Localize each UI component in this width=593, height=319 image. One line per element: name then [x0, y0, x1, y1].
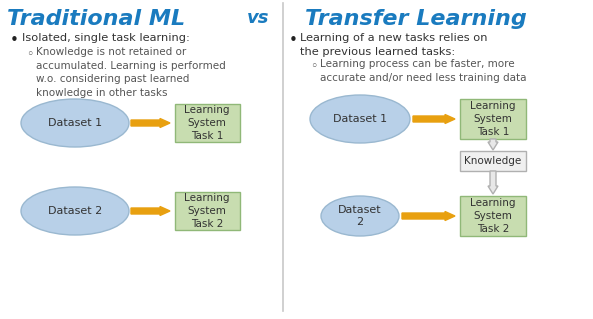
Text: Learning process can be faster, more
accurate and/or need less training data: Learning process can be faster, more acc… — [320, 59, 527, 83]
Text: Dataset 1: Dataset 1 — [333, 114, 387, 124]
Text: Traditional ML: Traditional ML — [7, 9, 185, 29]
Text: Learning
System
Task 2: Learning System Task 2 — [470, 198, 516, 234]
Text: Dataset 2: Dataset 2 — [48, 206, 102, 216]
FancyBboxPatch shape — [174, 104, 240, 142]
Ellipse shape — [310, 95, 410, 143]
FancyArrow shape — [488, 171, 498, 194]
Text: •: • — [289, 33, 298, 48]
FancyBboxPatch shape — [460, 99, 526, 139]
Text: Learning
System
Task 1: Learning System Task 1 — [470, 101, 516, 137]
FancyArrow shape — [402, 211, 455, 220]
FancyArrow shape — [413, 115, 455, 123]
Text: Transfer Learning: Transfer Learning — [305, 9, 527, 29]
Text: Learning of a new tasks relies on
the previous learned tasks:: Learning of a new tasks relies on the pr… — [300, 33, 487, 56]
FancyArrow shape — [131, 118, 170, 128]
FancyArrow shape — [131, 206, 170, 216]
Text: Learning
System
Task 1: Learning System Task 1 — [184, 105, 229, 141]
FancyArrow shape — [488, 139, 498, 150]
Text: •: • — [10, 33, 19, 48]
Text: Learning
System
Task 2: Learning System Task 2 — [184, 193, 229, 229]
Text: Knowledge: Knowledge — [464, 156, 522, 166]
Ellipse shape — [21, 187, 129, 235]
Text: Dataset 1: Dataset 1 — [48, 118, 102, 128]
Text: ◦: ◦ — [310, 60, 317, 73]
FancyBboxPatch shape — [460, 196, 526, 236]
Text: Dataset
2: Dataset 2 — [338, 205, 382, 227]
Ellipse shape — [21, 99, 129, 147]
Text: Isolated, single task learning:: Isolated, single task learning: — [22, 33, 190, 43]
Text: vs: vs — [247, 9, 269, 27]
Text: ◦: ◦ — [26, 48, 33, 61]
FancyBboxPatch shape — [460, 151, 526, 171]
Ellipse shape — [321, 196, 399, 236]
FancyBboxPatch shape — [174, 192, 240, 230]
Text: Knowledge is not retained or
accumulated. Learning is performed
w.o. considering: Knowledge is not retained or accumulated… — [36, 47, 226, 98]
